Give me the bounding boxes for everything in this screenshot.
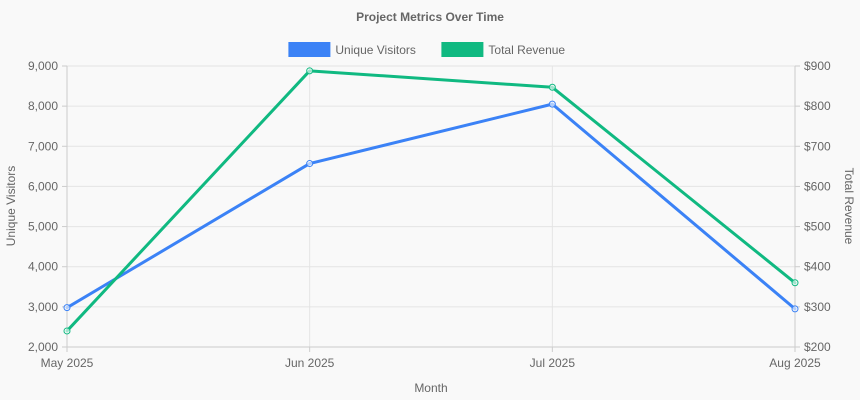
series-layer bbox=[63, 67, 799, 335]
legend-label: Total Revenue bbox=[488, 43, 565, 57]
y-axis-right-ticks: $200 $300 $400 $500 $600 $700 $800 $900 bbox=[795, 59, 831, 354]
x-tick-label: Aug 2025 bbox=[769, 356, 821, 370]
y-left-tick-label: 9,000 bbox=[28, 59, 58, 73]
y-left-tick-label: 4,000 bbox=[28, 260, 58, 274]
y-left-tick-label: 2,000 bbox=[28, 340, 58, 354]
series-line bbox=[65, 102, 797, 311]
y-right-tick-label: $200 bbox=[804, 340, 831, 354]
legend-item[interactable]: Unique Visitors bbox=[288, 42, 416, 57]
data-point[interactable] bbox=[63, 304, 71, 312]
x-tick-label: Jun 2025 bbox=[285, 356, 335, 370]
y-left-tick-label: 7,000 bbox=[28, 139, 58, 153]
y-left-tick-label: 6,000 bbox=[28, 179, 58, 193]
x-gridlines bbox=[309, 66, 553, 347]
legend-item[interactable]: Total Revenue bbox=[441, 42, 565, 57]
data-point[interactable] bbox=[548, 83, 556, 91]
y-right-tick-label: $400 bbox=[804, 260, 831, 274]
series-unique-visitors bbox=[63, 100, 799, 313]
y-axis-left-ticks: 2,000 3,000 4,000 5,000 6,000 7,000 8,000 9,000 bbox=[28, 59, 67, 354]
data-point[interactable] bbox=[306, 160, 314, 168]
data-point[interactable] bbox=[791, 279, 799, 287]
y-left-tick-label: 8,000 bbox=[28, 99, 58, 113]
y-right-tick-label: $500 bbox=[804, 220, 831, 234]
y-right-tick-label: $600 bbox=[804, 179, 831, 193]
legend[interactable]: Unique Visitors Total Revenue bbox=[288, 42, 565, 57]
x-tick-label: May 2025 bbox=[41, 356, 94, 370]
x-axis-ticks: May 2025 Jun 2025 Jul 2025 Aug 2025 bbox=[41, 347, 821, 370]
legend-swatch bbox=[288, 42, 331, 57]
chart-title: Project Metrics Over Time bbox=[356, 10, 504, 24]
x-tick-label: Jul 2025 bbox=[530, 356, 576, 370]
series-line bbox=[65, 69, 797, 333]
series-total-revenue bbox=[63, 67, 799, 335]
legend-label: Unique Visitors bbox=[335, 43, 415, 57]
y-left-tick-label: 3,000 bbox=[28, 300, 58, 314]
y-right-tick-label: $900 bbox=[804, 59, 831, 73]
y-axis-left-label: Unique Visitors bbox=[4, 166, 18, 246]
data-point[interactable] bbox=[791, 305, 799, 313]
y-right-tick-label: $300 bbox=[804, 300, 831, 314]
x-axis-label: Month bbox=[414, 381, 447, 395]
y-right-tick-label: $700 bbox=[804, 139, 831, 153]
data-point[interactable] bbox=[306, 67, 314, 75]
legend-swatch bbox=[441, 42, 484, 57]
y-axis-right-label: Total Revenue bbox=[842, 168, 856, 245]
data-point[interactable] bbox=[548, 100, 556, 108]
y-gridlines bbox=[67, 65, 795, 308]
y-left-tick-label: 5,000 bbox=[28, 220, 58, 234]
data-point[interactable] bbox=[63, 327, 71, 335]
y-right-tick-label: $800 bbox=[804, 99, 831, 113]
